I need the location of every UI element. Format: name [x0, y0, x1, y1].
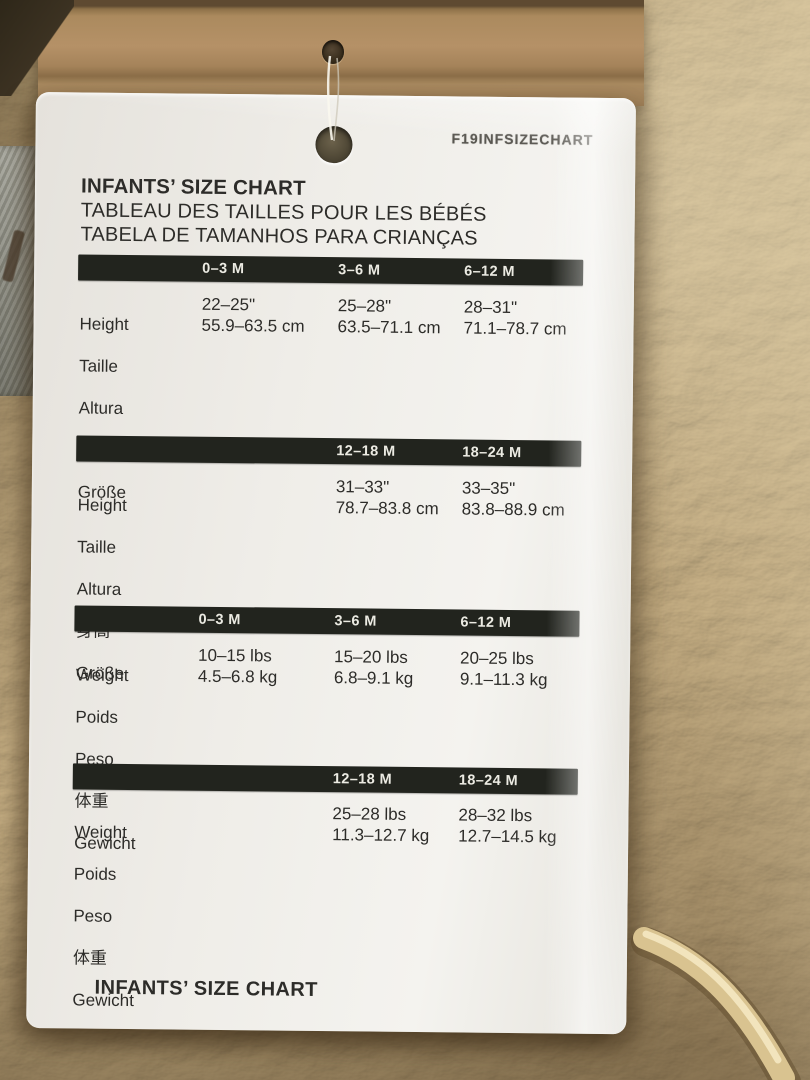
- row-label: Height: [77, 495, 127, 515]
- value-cell: 15–20 lbs 6.8–9.1 kg: [334, 646, 414, 689]
- imperial-value: 20–25 lbs: [459, 648, 534, 669]
- row-label: Altura: [78, 398, 124, 418]
- imperial-value: 25–28": [337, 296, 392, 316]
- size-column-label: 12–18 M: [332, 771, 393, 788]
- metric-value: 12.7–14.5 kg: [458, 826, 557, 847]
- imperial-value: 10–15 lbs: [198, 645, 272, 666]
- size-header-bar: 12–18 M 18–24 M: [72, 763, 578, 795]
- size-column-label: 6–12 M: [460, 614, 512, 632]
- weight-table-1: 0–3 M 3–6 M 6–12 M Weight Poids Peso 体重 …: [74, 605, 580, 853]
- size-header-bar: 0–3 M 3–6 M 6–12 M: [78, 254, 584, 286]
- size-chart-tag: F19INFSIZECHART INFANTS’ SIZE CHART TABL…: [26, 92, 636, 1035]
- table-body: Weight Poids Peso 体重 Gewicht 25–28 lbs 1…: [72, 800, 578, 1010]
- value-cell: 28–31" 71.1–78.7 cm: [463, 296, 566, 339]
- row-label: Weight: [75, 665, 129, 686]
- size-column-label: 0–3 M: [198, 611, 241, 629]
- height-table-1: 0–3 M 3–6 M 6–12 M Height Taille Altura …: [78, 254, 584, 502]
- footer-title: INFANTS’ SIZE CHART: [94, 976, 318, 1001]
- size-column-label: 12–18 M: [336, 443, 396, 460]
- metric-value: 4.5–6.8 kg: [197, 666, 278, 687]
- imperial-value: 28–32 lbs: [458, 805, 533, 826]
- kraft-backing-card: [38, 0, 644, 106]
- row-label: Poids: [75, 707, 119, 727]
- imperial-value: 28–31": [463, 297, 518, 318]
- metric-value: 83.8–88.9 cm: [461, 499, 565, 520]
- imperial-value: 15–20 lbs: [334, 647, 408, 667]
- size-column-label: 0–3 M: [202, 260, 245, 278]
- kraft-punch-hole: [322, 40, 344, 64]
- table-body: Height Taille Altura 身高 Größe 22–25" 55.…: [78, 292, 583, 502]
- row-label: Weight: [74, 822, 127, 842]
- imperial-value: 31–33": [335, 477, 390, 497]
- title-portuguese: TABELA DE TAMANHOS PARA CRIANÇAS: [80, 223, 478, 250]
- row-label: Taille: [79, 356, 118, 376]
- table-body: Weight Poids Peso 体重 Gewicht 10–15 lbs 4…: [74, 643, 579, 853]
- row-label: 体重: [72, 948, 108, 968]
- table-body: Height Taille Altura 身高 Größe 31–33" 78.…: [76, 473, 581, 683]
- size-header-bar: 0–3 M 3–6 M 6–12 M: [74, 605, 580, 637]
- size-column-label: 6–12 M: [464, 263, 515, 281]
- value-cell: 31–33" 78.7–83.8 cm: [336, 476, 439, 519]
- metric-value: 6.8–9.1 kg: [333, 668, 414, 688]
- imperial-value: 25–28 lbs: [332, 804, 407, 824]
- metric-value: 63.5–71.1 cm: [337, 317, 441, 338]
- value-cell: 33–35" 83.8–88.9 cm: [462, 477, 565, 520]
- metric-value: 71.1–78.7 cm: [463, 318, 567, 339]
- imperial-value: 33–35": [461, 478, 516, 499]
- tag-punch-hole: [315, 125, 353, 164]
- size-header-bar: 12–18 M 18–24 M: [76, 435, 582, 467]
- size-column-label: 3–6 M: [338, 262, 381, 279]
- fabric-smudge: [1, 229, 26, 283]
- style-code: F19INFSIZECHART: [451, 130, 594, 148]
- value-cell: 20–25 lbs 9.1–11.3 kg: [460, 647, 548, 690]
- row-label: Peso: [73, 906, 113, 926]
- value-cell: 28–32 lbs 12.7–14.5 kg: [458, 804, 557, 847]
- row-label: Poids: [73, 864, 117, 884]
- value-cell: 25–28" 63.5–71.1 cm: [337, 295, 440, 338]
- metric-value: 55.9–63.5 cm: [201, 315, 305, 336]
- row-label: Height: [79, 314, 129, 334]
- row-label: Taille: [77, 537, 117, 557]
- size-column-label: 18–24 M: [458, 772, 519, 790]
- dark-corner-shadow: [0, 0, 74, 96]
- tag-title-block: INFANTS’ SIZE CHART TABLEAU DES TAILLES …: [80, 174, 487, 250]
- metric-value: 11.3–12.7 kg: [332, 825, 430, 846]
- row-label: Altura: [76, 579, 122, 599]
- value-cell: 10–15 lbs 4.5–6.8 kg: [198, 645, 278, 688]
- metric-value: 78.7–83.8 cm: [335, 498, 439, 519]
- weight-table-2: 12–18 M 18–24 M Weight Poids Peso 体重 Gew…: [72, 763, 578, 1010]
- imperial-value: 22–25": [201, 294, 256, 315]
- height-table-2: 12–18 M 18–24 M Height Taille Altura 身高 …: [76, 435, 582, 683]
- metric-value: 9.1–11.3 kg: [459, 669, 548, 690]
- size-column-label: 18–24 M: [462, 444, 522, 462]
- size-column-label: 3–6 M: [334, 613, 377, 630]
- value-cell: 25–28 lbs 11.3–12.7 kg: [332, 803, 429, 846]
- value-cell: 22–25" 55.9–63.5 cm: [201, 294, 304, 337]
